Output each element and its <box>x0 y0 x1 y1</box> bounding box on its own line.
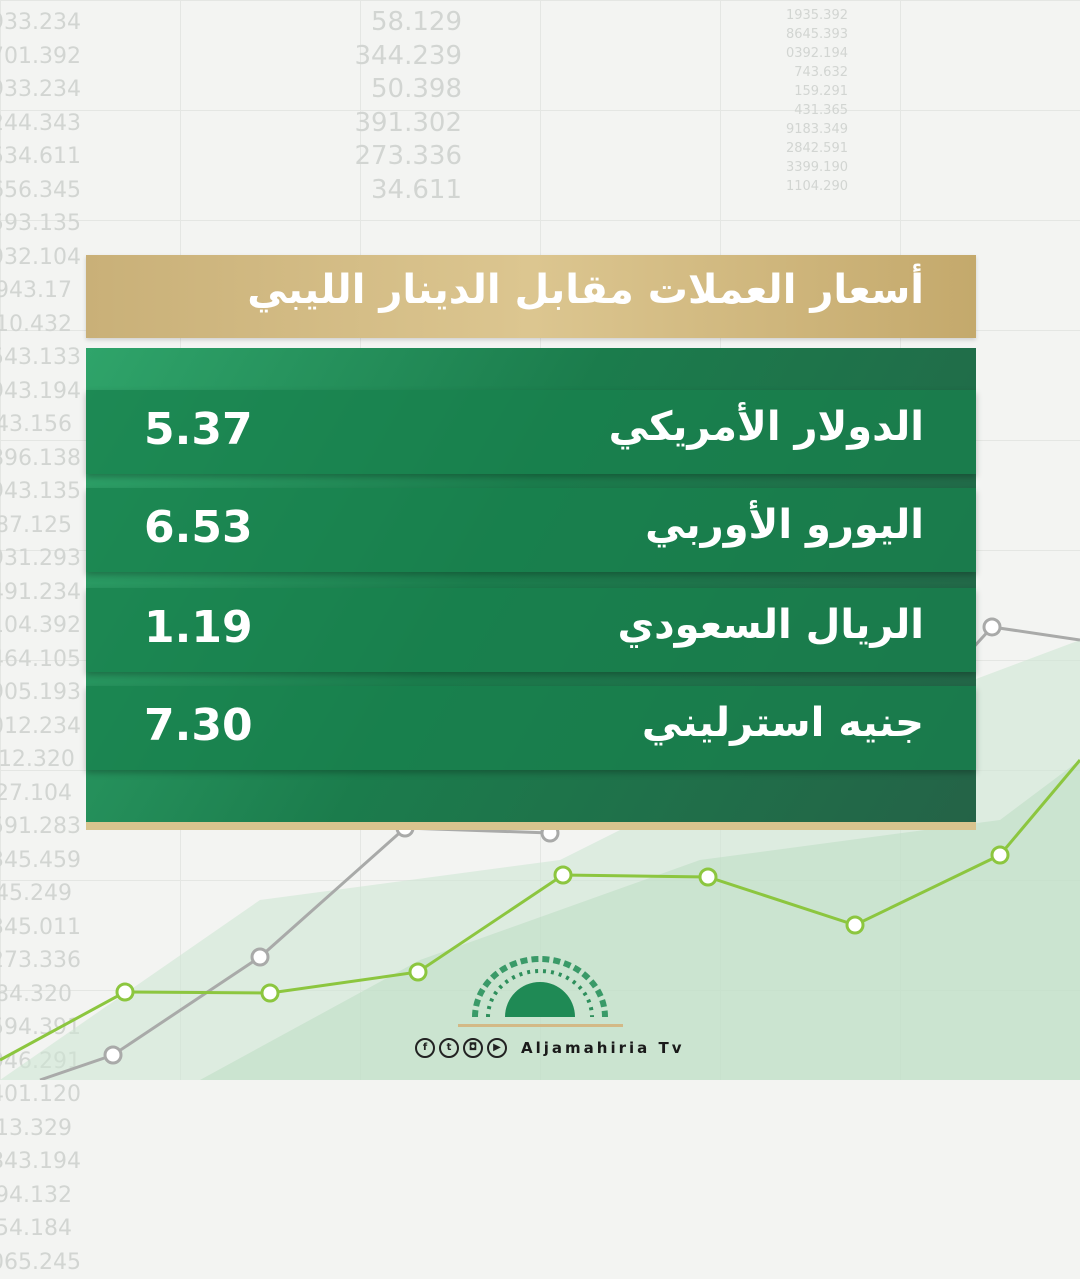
brand-name: Aljamahiria Tv <box>521 1039 684 1057</box>
background-number: 54.184 <box>0 1212 72 1246</box>
currency-rate: 1.19 <box>144 602 253 653</box>
background-number: 401.120 <box>0 1078 72 1112</box>
currency-name: اليورو الأوربي <box>645 502 924 548</box>
currency-name: الدولار الأمريكي <box>609 404 924 450</box>
instagram-icon[interactable]: ◘ <box>463 1038 483 1058</box>
youtube-icon[interactable]: ▶ <box>487 1038 507 1058</box>
currency-name: الريال السعودي <box>617 602 924 648</box>
twitter-icon[interactable]: t <box>439 1038 459 1058</box>
background-number: 065.245 <box>0 1246 72 1279</box>
logo-underline <box>458 1024 623 1027</box>
currency-name: جنيه استرليني <box>642 700 924 746</box>
channel-logo <box>470 955 610 1021</box>
background-number: 94.132 <box>0 1179 72 1213</box>
currency-rate: 6.53 <box>144 502 253 553</box>
currency-row: جنيه استرليني 7.30 <box>86 686 976 770</box>
currency-row: الدولار الأمريكي 5.37 <box>86 390 976 474</box>
currency-rate: 5.37 <box>144 404 253 455</box>
background-number: 13.329 <box>0 1112 72 1146</box>
title-bar: أسعار العملات مقابل الدينار الليبي <box>86 255 976 338</box>
footer: f t ◘ ▶ Aljamahiria Tv <box>415 1038 684 1058</box>
currency-row: اليورو الأوربي 6.53 <box>86 488 976 572</box>
rates-panel: الدولار الأمريكي 5.37 اليورو الأوربي 6.5… <box>86 348 976 822</box>
currency-rate: 7.30 <box>144 700 253 751</box>
background-number: 843.194 <box>0 1145 72 1179</box>
currency-row: الريال السعودي 1.19 <box>86 588 976 672</box>
page-title: أسعار العملات مقابل الدينار الليبي <box>247 267 924 313</box>
facebook-icon[interactable]: f <box>415 1038 435 1058</box>
gold-divider <box>86 822 976 830</box>
